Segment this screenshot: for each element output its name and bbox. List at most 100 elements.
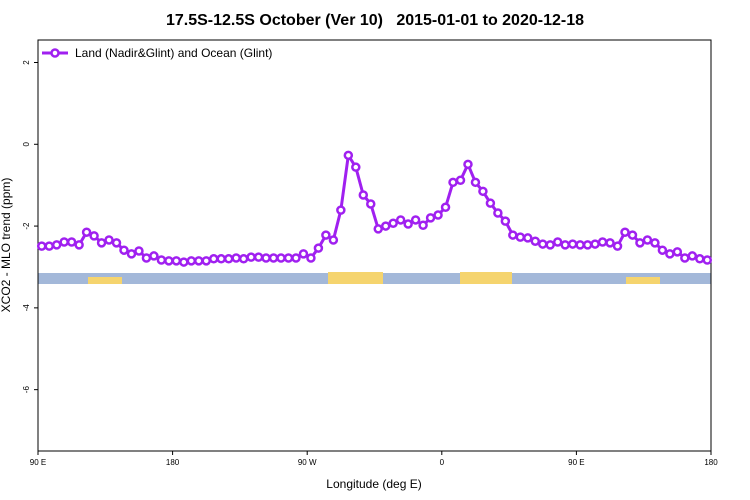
point — [186, 256, 197, 266]
point — [403, 219, 413, 229]
point — [238, 254, 249, 264]
point — [313, 243, 324, 253]
legend-marker — [50, 48, 60, 58]
legend-label: Land (Nadir&Glint) and Ocean (Glint) — [75, 46, 272, 60]
point — [156, 255, 167, 265]
point — [276, 253, 286, 263]
point — [111, 238, 122, 248]
point — [141, 253, 152, 263]
x-tick-label: 90 E — [568, 458, 584, 467]
point — [179, 257, 189, 267]
point — [552, 237, 563, 247]
point — [597, 237, 608, 247]
point — [538, 239, 548, 249]
point — [687, 251, 698, 261]
point — [291, 253, 301, 263]
point — [223, 254, 234, 264]
x-tick-label: 0 — [440, 458, 445, 467]
point — [149, 251, 159, 261]
point — [642, 235, 653, 245]
point — [59, 237, 69, 247]
point — [66, 237, 77, 247]
point — [194, 256, 204, 266]
point — [605, 238, 615, 248]
point — [358, 190, 369, 200]
point — [134, 246, 144, 256]
point — [306, 253, 316, 263]
point — [470, 177, 481, 188]
x-tick-label: 90 E — [30, 458, 46, 467]
point — [380, 221, 391, 231]
land-ocean-strip — [38, 272, 711, 284]
point — [246, 252, 256, 262]
point — [665, 249, 675, 259]
point — [96, 238, 107, 248]
point — [261, 253, 271, 263]
point — [485, 198, 496, 208]
point — [388, 218, 398, 228]
point — [268, 253, 279, 263]
point — [410, 215, 421, 225]
point — [575, 240, 585, 250]
point — [74, 240, 84, 250]
point — [500, 216, 511, 226]
point — [702, 255, 713, 265]
point — [104, 235, 114, 245]
point — [44, 241, 54, 251]
point — [283, 253, 294, 263]
point — [493, 208, 503, 218]
point — [545, 240, 555, 250]
point — [373, 224, 383, 234]
point — [351, 162, 361, 172]
point — [164, 256, 174, 266]
point — [126, 249, 137, 259]
point — [523, 233, 533, 243]
point — [171, 256, 182, 266]
point — [51, 240, 62, 250]
x-axis-label: Longitude (deg E) — [326, 477, 421, 491]
point — [463, 159, 473, 170]
point — [478, 186, 488, 197]
point — [627, 230, 638, 240]
point — [635, 238, 645, 248]
x-tick-label: 180 — [166, 458, 180, 467]
point — [119, 245, 129, 255]
point — [680, 253, 690, 263]
point — [366, 199, 376, 209]
chart-title: 17.5S-12.5S October (Ver 10) 2015-01-01 … — [166, 12, 584, 29]
point — [508, 230, 518, 240]
point — [590, 239, 600, 249]
point — [567, 239, 578, 249]
point — [515, 232, 526, 242]
point — [36, 241, 47, 251]
point — [657, 245, 668, 255]
point — [336, 205, 346, 215]
y-tick-label: -6 — [22, 386, 31, 394]
point — [253, 252, 264, 262]
point — [298, 249, 309, 259]
point — [418, 220, 428, 231]
y-axis-label: XCO2 - MLO trend (ppm) — [0, 178, 13, 313]
point — [231, 253, 241, 263]
point — [455, 175, 466, 186]
point — [208, 254, 219, 264]
point — [440, 202, 451, 213]
point — [560, 240, 570, 250]
point — [620, 227, 630, 237]
point — [321, 230, 331, 240]
y-tick-label: 2 — [22, 60, 31, 65]
point — [650, 238, 660, 248]
x-tick-label: 90 W — [298, 458, 317, 467]
point — [530, 236, 541, 246]
point — [695, 254, 705, 264]
y-tick-label: 0 — [22, 142, 31, 147]
point — [672, 247, 683, 257]
point — [81, 227, 92, 237]
point — [448, 177, 458, 188]
y-tick-label: -2 — [22, 222, 31, 230]
x-tick-label: 180 — [704, 458, 718, 467]
point — [216, 254, 226, 264]
point — [328, 235, 339, 245]
point — [433, 210, 443, 220]
